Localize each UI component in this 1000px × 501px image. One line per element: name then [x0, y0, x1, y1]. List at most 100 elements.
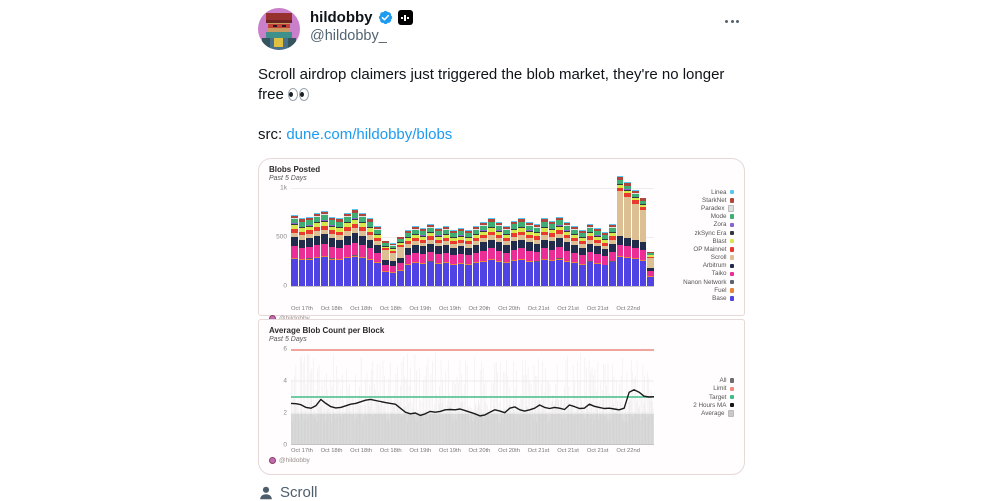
bar-segment	[314, 258, 321, 286]
legend-item: StarkNet	[660, 197, 734, 204]
x-tick-label: Oct 18th	[321, 306, 351, 312]
bar-segment	[427, 252, 434, 262]
bar-segment	[299, 248, 306, 259]
stacked-bar	[420, 228, 427, 286]
bar-segment	[549, 241, 556, 250]
bar-segment	[450, 255, 457, 264]
bar-segment	[526, 262, 533, 286]
y-tick-label: 4	[283, 378, 287, 385]
bar-segment	[435, 254, 442, 263]
x-tick-label: Oct 21st	[557, 448, 587, 454]
bar-segment	[624, 238, 631, 247]
bar-segment	[390, 273, 397, 286]
bar-segment	[640, 242, 647, 250]
bar-segment	[473, 253, 480, 262]
bar-segment	[336, 248, 343, 259]
bar-segment	[617, 191, 624, 236]
stacked-bar	[344, 213, 351, 286]
bar-segment	[564, 262, 571, 286]
stacked-bar	[609, 224, 616, 286]
bar-segment	[526, 251, 533, 261]
bar-segment	[465, 255, 472, 264]
stacked-bar	[329, 217, 336, 286]
bar-segment	[624, 197, 631, 238]
x-tick-label: Oct 22nd	[616, 448, 646, 454]
y-tick-label: 0	[283, 283, 287, 290]
avatar[interactable]	[258, 8, 300, 50]
bar-segment	[632, 248, 639, 258]
bar-segment	[329, 238, 336, 247]
bar-segment	[321, 244, 328, 256]
bar-segment	[374, 253, 381, 262]
legend-item: Average	[660, 410, 734, 417]
source-link[interactable]: dune.com/hildobby/blobs	[286, 126, 452, 143]
display-name[interactable]: hildobby	[310, 9, 373, 26]
bar-segment	[594, 264, 601, 286]
y-tick-label: 2	[283, 410, 287, 417]
bar-segment	[397, 271, 404, 286]
x-tick-label: Oct 19th	[409, 306, 439, 312]
bar-segment	[587, 244, 594, 252]
stacked-bar	[473, 226, 480, 286]
bar-segment	[518, 260, 525, 286]
bar-segment	[496, 262, 503, 286]
tweet-header: hildobby @hildobby_	[258, 8, 745, 50]
stacked-bar	[526, 222, 533, 286]
bar-segment	[534, 262, 541, 286]
stacked-bar	[450, 230, 457, 286]
legend-item: Zora	[660, 221, 734, 228]
stacked-bar	[534, 224, 541, 286]
x-tick-label: Oct 19th	[439, 448, 469, 454]
bar-segment	[405, 265, 412, 286]
bar-segment	[473, 245, 480, 253]
bar-segment	[336, 260, 343, 286]
bar-segment	[556, 238, 563, 247]
y-tick-label: 500	[276, 234, 287, 241]
bar-segment	[587, 252, 594, 262]
stacked-bar	[488, 218, 495, 286]
bar-segment	[602, 265, 609, 286]
stacked-bar	[458, 228, 465, 286]
bar-segment	[390, 253, 397, 262]
bar-segment	[549, 250, 556, 260]
stacked-bar	[443, 226, 450, 286]
eyes-emoji	[288, 88, 309, 101]
bar-segment	[367, 260, 374, 286]
x-tick-label: Oct 17th	[291, 448, 321, 454]
bar-segment	[488, 240, 495, 249]
stacked-bar	[435, 228, 442, 286]
stacked-bar	[511, 221, 518, 286]
bar-segment	[344, 245, 351, 257]
x-tick-label: Oct 21st	[587, 448, 617, 454]
bar-segment	[511, 241, 518, 250]
bar-segment	[632, 259, 639, 286]
stacked-bar	[496, 222, 503, 286]
bar-segment	[541, 248, 548, 259]
bar-segment	[602, 256, 609, 265]
tagged-profile[interactable]: Scroll	[258, 484, 745, 501]
x-tick-label: Oct 20th	[498, 306, 528, 312]
stacked-bar	[518, 218, 525, 286]
bar-segment	[382, 272, 389, 286]
name-block: hildobby @hildobby_	[310, 8, 413, 44]
bar-segment	[367, 248, 374, 259]
y-tick-label: 0	[283, 442, 287, 449]
avg-blob-count-chart[interactable]: Average Blob Count per Block Past 5 Days…	[258, 319, 745, 475]
stacked-bar	[632, 190, 639, 286]
bar-segment	[556, 247, 563, 258]
stacked-bar	[336, 218, 343, 286]
more-ellipsis-icon[interactable]	[721, 16, 743, 27]
bar-segment	[329, 247, 336, 258]
bar-segment	[594, 246, 601, 254]
chart1-title: Blobs Posted	[269, 165, 734, 174]
bar-segment	[465, 265, 472, 286]
bar-segment	[412, 245, 419, 253]
bar-segment	[609, 262, 616, 286]
stacked-bar	[587, 224, 594, 286]
bar-segment	[617, 257, 624, 286]
x-tick-label: Oct 20th	[469, 306, 499, 312]
